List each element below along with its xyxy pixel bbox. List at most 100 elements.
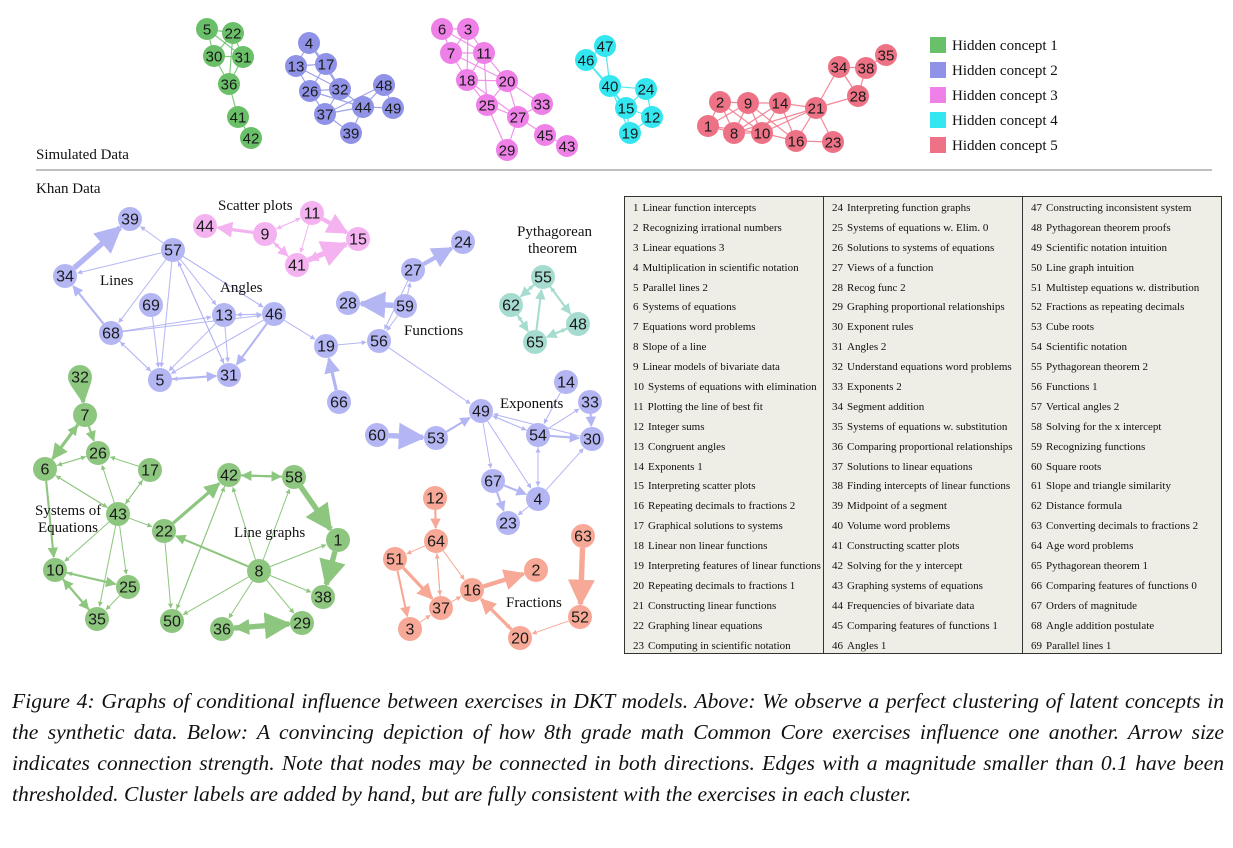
exercise-item: 67 Orders of magnitude xyxy=(1023,597,1221,617)
graph-edge xyxy=(299,224,310,253)
node-label: 32 xyxy=(71,370,89,387)
graph-edge xyxy=(236,312,263,318)
node-label: 37 xyxy=(432,601,450,618)
graph-node: 9 xyxy=(253,222,277,246)
graph-node: 27 xyxy=(401,258,425,282)
node-label: 45 xyxy=(537,128,554,145)
graph-node: 4 xyxy=(526,487,550,511)
graph-edge xyxy=(122,313,262,333)
node-label: 19 xyxy=(317,339,335,356)
exercise-name: Angles 2 xyxy=(847,341,887,354)
exercise-item: 51 Multistep equations w. distribution xyxy=(1023,279,1221,299)
graph-node: 47 xyxy=(594,35,616,57)
cluster-label-angles: Angles xyxy=(220,280,263,296)
node-label: 43 xyxy=(559,139,576,156)
legend-item-label: Hidden concept 2 xyxy=(952,63,1058,79)
graph-node: 11 xyxy=(300,201,324,225)
node-label: 10 xyxy=(754,126,771,143)
graph-edge xyxy=(543,392,561,424)
exercise-item: 54 Scientific notation xyxy=(1023,338,1221,358)
exercise-item: 58 Solving for the x intercept xyxy=(1023,418,1221,438)
exercise-item: 27 Views of a function xyxy=(824,259,1022,279)
graph-edge xyxy=(419,614,431,623)
graph-node: 56 xyxy=(367,329,391,353)
exercise-item: 62 Distance formula xyxy=(1023,497,1221,517)
exercise-name: Functions 1 xyxy=(1046,381,1098,394)
exercise-item: 34 Segment addition xyxy=(824,398,1022,418)
graph-node: 12 xyxy=(641,106,663,128)
node-label: 14 xyxy=(772,96,789,113)
node-label: 39 xyxy=(121,212,139,229)
graph-node: 45 xyxy=(534,124,556,146)
exercise-name: Orders of magnitude xyxy=(1046,599,1138,612)
graph-node: 39 xyxy=(340,122,362,144)
node-label: 28 xyxy=(850,89,867,106)
exercise-number: 69 xyxy=(1031,639,1042,652)
node-label: 46 xyxy=(578,53,595,70)
node-label: 13 xyxy=(215,308,233,325)
exercise-name: Solutions to systems of equations xyxy=(847,241,995,254)
graph-node: 19 xyxy=(619,122,641,144)
node-label: 56 xyxy=(370,334,388,351)
node-label: 1 xyxy=(334,533,343,550)
graph-node: 55 xyxy=(531,265,555,289)
exercise-number: 45 xyxy=(832,619,843,632)
graph-node: 29 xyxy=(290,611,314,635)
exercise-item: 50 Line graph intuition xyxy=(1023,259,1221,279)
graph-node: 26 xyxy=(299,80,321,102)
graph-edge xyxy=(517,315,529,333)
graph-edge xyxy=(451,596,462,603)
exercise-number: 52 xyxy=(1031,301,1042,314)
graph-node: 30 xyxy=(203,45,225,67)
node-label: 46 xyxy=(265,307,283,324)
graph-node: 57 xyxy=(161,238,185,262)
exercise-item: 30 Exponent rules xyxy=(824,318,1022,338)
graph-edge xyxy=(129,517,153,528)
graph-edge xyxy=(487,420,532,489)
graph-edge xyxy=(70,381,92,405)
graph-node: 15 xyxy=(615,97,637,119)
node-label: 65 xyxy=(526,335,544,352)
node-label: 17 xyxy=(318,57,335,74)
simulated-data-label: Simulated Data xyxy=(36,147,129,163)
exercise-name: Exponents 2 xyxy=(847,381,902,394)
exercise-name: Scientific notation intuition xyxy=(1046,241,1167,254)
node-label: 63 xyxy=(574,529,592,546)
node-label: 29 xyxy=(499,143,516,160)
exercise-name: Repeating decimals to fractions 1 xyxy=(648,579,796,592)
node-label: 6 xyxy=(41,462,50,479)
graph-edge xyxy=(436,552,443,596)
graph-node: 35 xyxy=(875,44,897,66)
graph-node: 42 xyxy=(240,127,262,149)
graph-node: 5 xyxy=(196,18,218,40)
exercise-number: 20 xyxy=(633,579,644,592)
cluster-labels: Scatter plots Pythagorean theorem Lines … xyxy=(35,198,592,611)
graph-node: 34 xyxy=(828,56,850,78)
graph-edge xyxy=(275,217,301,230)
graph-edge xyxy=(482,569,526,590)
node-label: 44 xyxy=(355,100,372,117)
graph-edge xyxy=(585,413,597,428)
graph-node: 13 xyxy=(212,303,236,327)
graph-edge xyxy=(386,315,399,331)
exercise-name: Recognizing functions xyxy=(1046,440,1146,453)
exercise-name: Solving for the x intercept xyxy=(1046,420,1162,433)
node-label: 42 xyxy=(243,131,260,148)
graph-edge xyxy=(482,422,493,469)
graph-node: 53 xyxy=(424,426,448,450)
exercise-number: 49 xyxy=(1031,241,1042,254)
exercise-name: Parallel lines 1 xyxy=(1046,639,1112,652)
exercise-name: Segment addition xyxy=(847,400,925,413)
graph-edge xyxy=(231,486,256,560)
node-label: 5 xyxy=(156,373,165,390)
exercise-item: 4 Multiplication in scientific notation xyxy=(625,259,823,279)
graph-edge xyxy=(168,323,216,372)
graph-node: 67 xyxy=(481,469,505,493)
exercise-item: 29 Graphing proportional relationships xyxy=(824,298,1022,318)
exercise-item: 56 Functions 1 xyxy=(1023,378,1221,398)
graph-node: 41 xyxy=(227,106,249,128)
graph-edge xyxy=(118,259,167,323)
exercise-item: 7 Equations word problems xyxy=(625,318,823,338)
exercise-name: Understand equations word problems xyxy=(847,361,1012,374)
graph-node: 23 xyxy=(496,511,520,535)
